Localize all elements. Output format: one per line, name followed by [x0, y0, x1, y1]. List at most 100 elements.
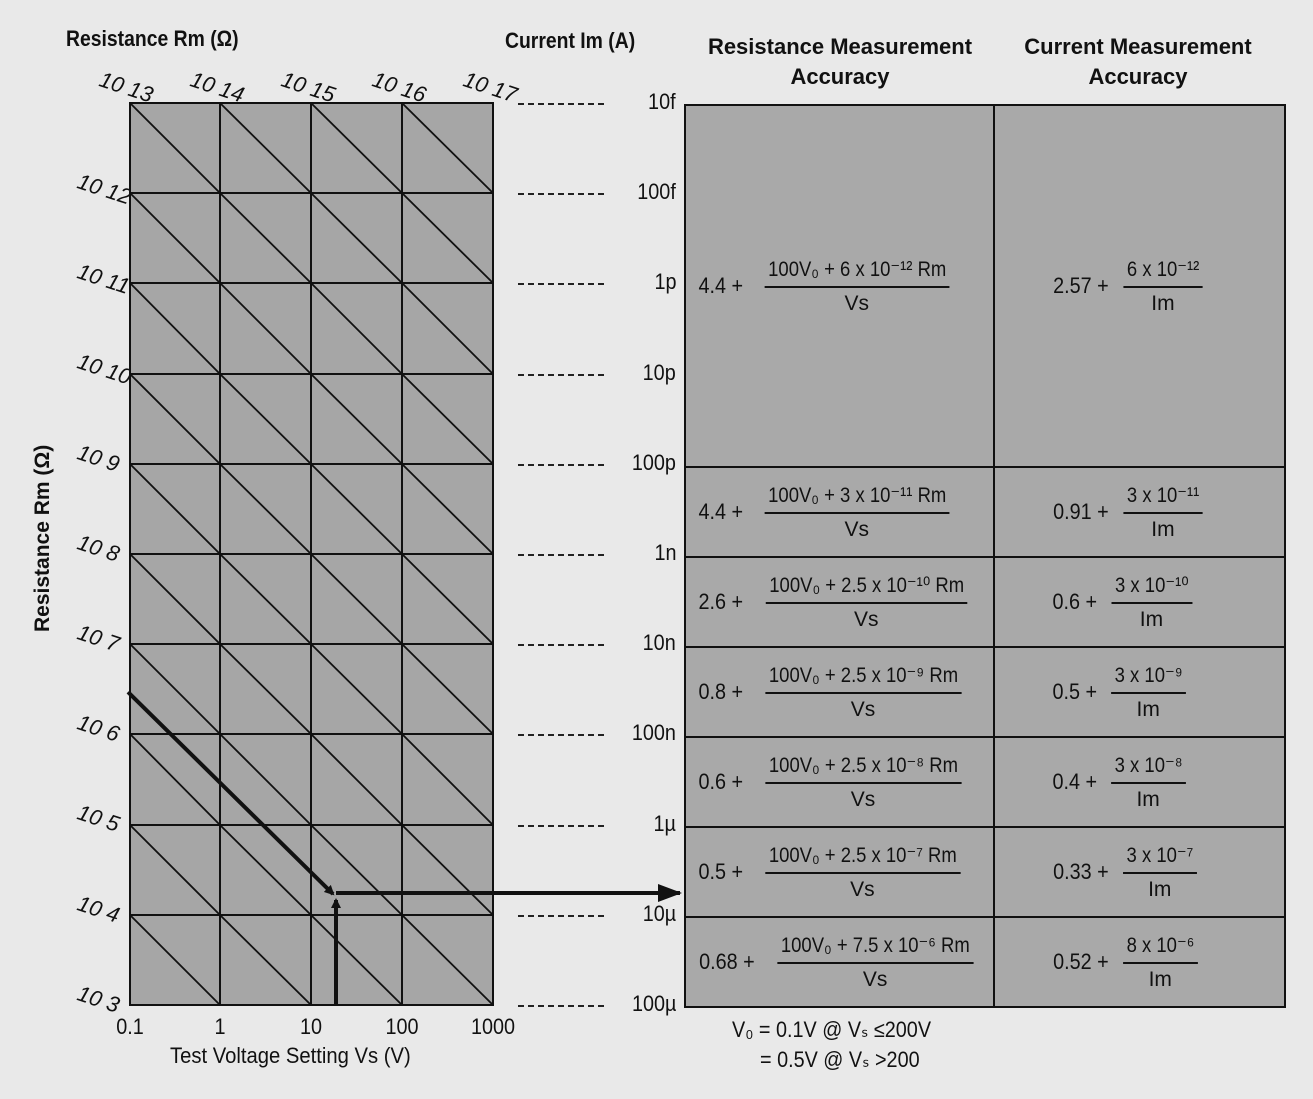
current-accuracy-numerator: 6 x 10⁻¹² [1123, 257, 1203, 288]
x-tick-label: 1000 [470, 1014, 516, 1039]
grid-diagonal-line [219, 192, 312, 284]
current-axis-title: Current Im (A) [505, 28, 636, 53]
current-accuracy-numerator: 3 x 10⁻⁸ [1110, 753, 1186, 784]
example-resistance-arrow [126, 690, 335, 896]
resistance-accuracy-title: Resistance Measurement Accuracy [690, 32, 990, 92]
resistance-accuracy-cell: 0.6 + 100V₀ + 2.5 x 10⁻⁸ Rm Vs [686, 738, 995, 826]
current-label: 1p [653, 269, 676, 294]
grid-diagonal-line [129, 463, 221, 555]
grid-diagonal-line [129, 192, 221, 284]
accuracy-row: 0.6 + 100V₀ + 2.5 x 10⁻⁸ Rm Vs 0.4 + 3 x 10⁻… [686, 738, 1284, 828]
current-accuracy-constant: 0.4 + [1052, 769, 1098, 794]
current-accuracy-cell: 0.33 + 3 x 10⁻⁷ Im [995, 828, 1284, 916]
grid-diagonal-line [129, 824, 221, 916]
current-accuracy-fraction: 6 x 10⁻¹² Im [1118, 257, 1208, 316]
current-accuracy-cell: 0.52 + 8 x 10⁻⁶ Im [995, 918, 1284, 1006]
current-accuracy-denominator: Im [1136, 787, 1160, 811]
current-label: 1n [653, 540, 676, 565]
current-accuracy-constant: 0.6 + [1052, 589, 1098, 614]
accuracy-row: 4.4 + 100V₀ + 6 x 10⁻¹² Rm Vs 2.57 + 6 x 10⁻… [686, 106, 1284, 468]
current-accuracy-constant: 0.91 + [1053, 499, 1109, 524]
grid-diagonal-line [310, 373, 403, 465]
current-accuracy-denominator: Im [1151, 517, 1175, 541]
current-accuracy-numerator: 3 x 10⁻¹¹ [1123, 483, 1203, 514]
grid-diagonal-line [401, 643, 494, 735]
grid-diagonal-line [310, 824, 403, 916]
current-accuracy-numerator: 3 x 10⁻⁹ [1110, 663, 1186, 694]
resistance-accuracy-fraction: 100V₀ + 2.5 x 10⁻⁸ Rm Vs [752, 753, 975, 812]
grid-diagonal-line [401, 463, 494, 555]
accuracy-table: 4.4 + 100V₀ + 6 x 10⁻¹² Rm Vs 2.57 + 6 x 10⁻… [684, 104, 1286, 1008]
dashed-leader [518, 825, 604, 827]
x-tick-label: 10 [299, 1014, 323, 1039]
grid-diagonal-line [310, 914, 403, 1006]
current-label: 100µ [631, 991, 676, 1016]
current-accuracy-constant: 2.57 + [1053, 273, 1109, 298]
current-label: 10µ [642, 901, 676, 926]
resistance-accuracy-fraction: 100V₀ + 2.5 x 10⁻⁷ Rm Vs [752, 843, 974, 902]
resistance-accuracy-denominator: Vs [850, 697, 876, 721]
current-accuracy-numerator: 3 x 10⁻¹⁰ [1111, 573, 1192, 604]
resistance-accuracy-fraction: 100V₀ + 6 x 10⁻¹² Rm Vs [752, 257, 962, 316]
grid-diagonal-line [401, 553, 494, 645]
current-accuracy-denominator: Im [1139, 607, 1164, 631]
grid-diagonal-line [310, 282, 403, 375]
current-label: 100f [637, 179, 676, 204]
grid-diagonal-line [129, 373, 221, 465]
resistance-accuracy-numerator: 100V₀ + 2.5 x 10⁻¹⁰ Rm [765, 573, 968, 604]
current-accuracy-title: Current Measurement Accuracy [998, 32, 1278, 92]
grid-diagonal-line [401, 192, 494, 284]
grid-diagonal-line [401, 102, 494, 194]
current-accuracy-denominator: Im [1151, 291, 1175, 315]
dashed-leader [518, 464, 604, 466]
resistance-accuracy-denominator: Vs [844, 291, 870, 315]
resistance-accuracy-fraction: 100V₀ + 2.5 x 10⁻⁹ Rm Vs [752, 663, 975, 722]
resistance-accuracy-constant: 2.6 + [698, 589, 744, 614]
grid-diagonal-line [401, 733, 494, 826]
accuracy-row: 0.68 + 100V₀ + 7.5 x 10⁻⁶ Rm Vs 0.52 + 8 x 1… [686, 918, 1284, 1006]
current-label: 100p [631, 450, 676, 475]
current-accuracy-cell: 0.91 + 3 x 10⁻¹¹ Im [995, 468, 1284, 556]
current-scale-row: 1p [518, 269, 676, 299]
resistance-accuracy-title-line2: Accuracy [790, 64, 890, 89]
accuracy-row: 2.6 + 100V₀ + 2.5 x 10⁻¹⁰ Rm Vs 0.6 + 3 x 10… [686, 558, 1284, 648]
grid-diagonal-line [401, 373, 494, 465]
resistance-accuracy-numerator: 100V₀ + 6 x 10⁻¹² Rm [764, 257, 950, 288]
grid-diagonal-line [219, 914, 312, 1006]
current-accuracy-denominator: Im [1148, 967, 1172, 991]
resistance-accuracy-numerator: 100V₀ + 2.5 x 10⁻⁷ Rm [764, 843, 960, 874]
grid-diagonal-line [310, 643, 403, 735]
resistance-accuracy-numerator: 100V₀ + 2.5 x 10⁻⁹ Rm [764, 663, 962, 694]
current-accuracy-numerator: 3 x 10⁻⁷ [1122, 843, 1197, 874]
current-accuracy-title-line1: Current Measurement [1024, 34, 1252, 59]
dashed-leader [518, 1005, 604, 1007]
resistance-accuracy-denominator: Vs [844, 517, 870, 541]
resistance-accuracy-constant: 0.8 + [698, 679, 744, 704]
current-label: 1µ [653, 811, 676, 836]
x-tick-label: 1 [214, 1014, 226, 1039]
grid-diagonal-line [219, 102, 312, 194]
resistance-accuracy-denominator: Vs [850, 787, 876, 811]
current-accuracy-fraction: 3 x 10⁻¹⁰ Im [1106, 573, 1198, 632]
dashed-leader [518, 644, 604, 646]
current-accuracy-fraction: 3 x 10⁻¹¹ Im [1118, 483, 1208, 542]
current-scale-row: 1n [518, 540, 676, 570]
resistance-accuracy-title-line1: Resistance Measurement [707, 34, 973, 59]
current-label: 10f [648, 89, 676, 114]
resistance-accuracy-numerator: 100V₀ + 7.5 x 10⁻⁶ Rm [777, 933, 974, 964]
dashed-leader [518, 103, 604, 105]
v0-note-line1: V₀ = 0.1V @ Vₛ ≤200V [732, 1017, 932, 1042]
resistance-accuracy-fraction: 100V₀ + 7.5 x 10⁻⁶ Rm Vs [764, 933, 987, 992]
x-axis-label: Test Voltage Setting Vs (V) [170, 1043, 411, 1068]
grid-diagonal-line [219, 553, 312, 645]
grid-diagonal-line [219, 643, 312, 735]
current-accuracy-fraction: 3 x 10⁻⁸ Im [1106, 753, 1191, 812]
current-accuracy-denominator: Im [1148, 877, 1172, 901]
resistance-accuracy-denominator: Vs [862, 967, 888, 991]
v0-note-line2: = 0.5V @ Vₛ >200 [760, 1047, 920, 1072]
current-accuracy-numerator: 8 x 10⁻⁶ [1122, 933, 1198, 964]
current-accuracy-denominator: Im [1136, 697, 1160, 721]
resistance-accuracy-constant: 0.6 + [698, 769, 744, 794]
current-accuracy-constant: 0.5 + [1052, 679, 1098, 704]
resistance-accuracy-fraction: 100V₀ + 2.5 x 10⁻¹⁰ Rm Vs [752, 573, 981, 632]
